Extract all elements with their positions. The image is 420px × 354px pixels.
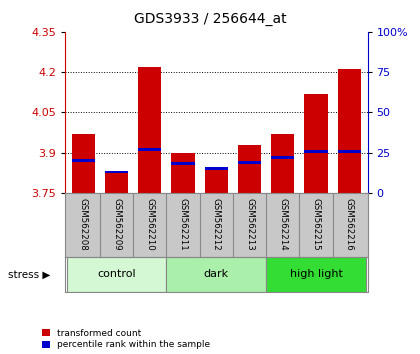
Bar: [266, 257, 366, 292]
Text: GSM562215: GSM562215: [312, 198, 320, 251]
Bar: [138, 148, 161, 151]
Text: GSM562216: GSM562216: [345, 198, 354, 251]
Text: control: control: [97, 269, 136, 279]
Bar: [138, 67, 161, 193]
Bar: [205, 169, 228, 193]
Text: dark: dark: [204, 269, 229, 279]
Bar: [105, 171, 128, 193]
Bar: [67, 257, 166, 292]
Legend: transformed count, percentile rank within the sample: transformed count, percentile rank withi…: [42, 329, 210, 349]
Bar: [238, 144, 261, 193]
Bar: [338, 69, 361, 193]
Text: GSM562208: GSM562208: [79, 198, 88, 251]
Text: GSM562209: GSM562209: [112, 198, 121, 251]
Text: stress ▶: stress ▶: [8, 269, 51, 279]
Text: GDS3933 / 256644_at: GDS3933 / 256644_at: [134, 12, 286, 27]
Text: high light: high light: [289, 269, 342, 279]
Bar: [338, 150, 361, 153]
Bar: [171, 162, 195, 165]
Bar: [205, 167, 228, 170]
Bar: [171, 153, 195, 193]
Text: GSM562213: GSM562213: [245, 198, 254, 251]
Bar: [238, 161, 261, 164]
Bar: [304, 150, 328, 153]
Text: GSM562214: GSM562214: [278, 198, 287, 251]
Bar: [271, 156, 294, 159]
Text: GSM562212: GSM562212: [212, 198, 221, 251]
Bar: [72, 159, 95, 162]
Text: GSM562210: GSM562210: [145, 198, 154, 251]
Bar: [166, 257, 266, 292]
Bar: [105, 171, 128, 173]
Bar: [304, 93, 328, 193]
Text: GSM562211: GSM562211: [178, 198, 188, 251]
Bar: [72, 134, 95, 193]
Bar: [271, 134, 294, 193]
